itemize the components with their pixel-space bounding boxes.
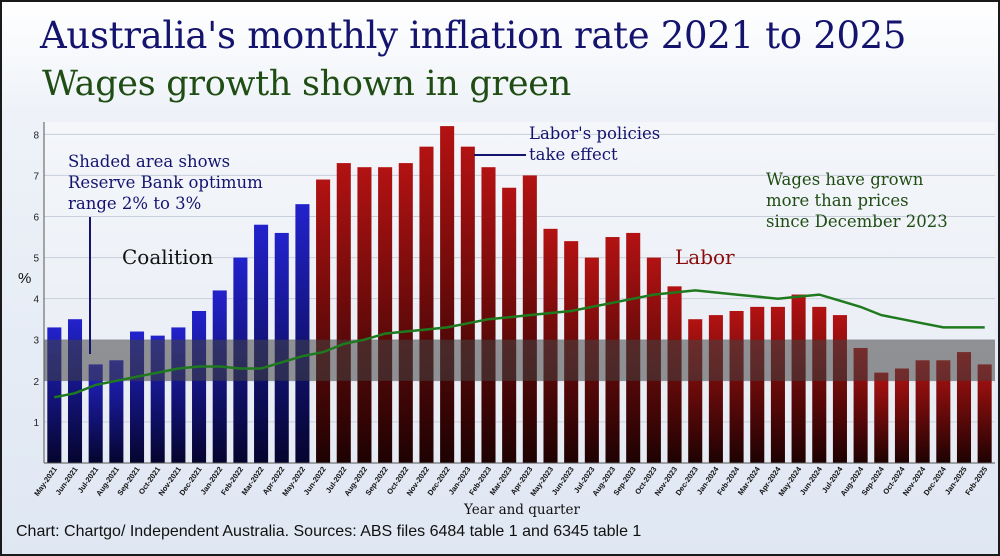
bar-Feb-2025 — [977, 364, 992, 463]
bar-Oct-2022 — [398, 163, 413, 463]
source-note: Chart: Chartgo/ Independent Australia. S… — [16, 523, 642, 540]
bar-Mar-2023 — [502, 187, 517, 464]
bar-Oct-2024 — [894, 368, 909, 463]
wages-note: more than prices — [766, 191, 909, 210]
y-axis-label: % — [18, 270, 32, 287]
bar-Apr-2024 — [770, 306, 785, 463]
y-tick-label: 3 — [33, 336, 39, 347]
bar-Dec-2022 — [440, 126, 455, 464]
y-tick-label: 7 — [33, 171, 39, 182]
policies-note: Labor's policies — [529, 124, 660, 143]
chart-title: Australia's monthly inflation rate 2021 … — [40, 14, 907, 57]
band-note: Shaded area shows — [68, 152, 230, 171]
rba-range-band — [44, 339, 995, 381]
wages-note: since December 2023 — [766, 212, 948, 231]
bar-Dec-2021 — [192, 310, 207, 463]
bar-Jun-2024 — [812, 306, 827, 463]
bar-Aug-2022 — [357, 167, 372, 464]
y-tick-label: 4 — [33, 295, 39, 306]
bar-May-2022 — [295, 204, 310, 463]
bar-Jul-2022 — [336, 163, 351, 463]
x-axis-label: Year and quarter — [463, 502, 580, 518]
bar-Feb-2024 — [729, 310, 744, 463]
bar-Jul-2024 — [832, 315, 847, 463]
labor-label: Labor — [675, 245, 735, 269]
bar-Apr-2023 — [522, 175, 537, 463]
band-note: range 2% to 3% — [68, 194, 201, 213]
bar-Aug-2021 — [109, 360, 124, 463]
bar-Feb-2023 — [481, 167, 496, 464]
coalition-label: Coalition — [122, 245, 214, 269]
wages-note: Wages have grown — [766, 170, 924, 189]
bar-Jun-2022 — [316, 179, 331, 463]
wages-growth-line — [54, 289, 985, 399]
bar-Jul-2021 — [88, 364, 103, 463]
band-note: Reserve Bank optimum — [68, 173, 263, 192]
y-tick-label: 8 — [33, 130, 39, 141]
bar-Jan-2024 — [708, 315, 723, 463]
bar-Dec-2024 — [936, 360, 951, 463]
bar-Sep-2022 — [378, 167, 393, 464]
policies-note: take effect — [529, 145, 618, 164]
chart-subtitle: Wages growth shown in green — [42, 64, 571, 104]
bar-Sep-2024 — [874, 372, 889, 463]
bar-Nov-2022 — [419, 146, 434, 463]
y-tick-label: 2 — [33, 377, 39, 388]
y-tick-label: 1 — [33, 418, 39, 429]
y-tick-label: 6 — [33, 212, 39, 223]
bar-Mar-2024 — [750, 306, 765, 463]
bar-Nov-2024 — [915, 360, 930, 463]
y-tick-label: 5 — [33, 254, 39, 265]
bar-Jan-2023 — [460, 146, 475, 463]
